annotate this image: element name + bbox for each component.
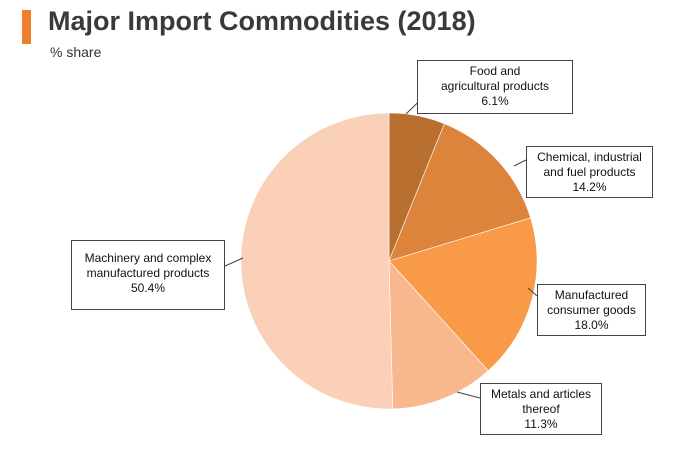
label-metals-line-1: Metals and articles bbox=[490, 387, 592, 401]
label-manufactured: Manufactured consumer goods 18.0% bbox=[537, 284, 646, 336]
leader-line-machinery bbox=[224, 257, 244, 267]
label-chemical-value: 14.2% bbox=[572, 180, 607, 194]
label-manufactured-value: 18.0% bbox=[574, 318, 609, 332]
label-chemical-line-2: and fuel products bbox=[543, 165, 636, 179]
leader-line-manufactured bbox=[527, 287, 538, 297]
pie-slice-machinery bbox=[240, 112, 394, 410]
label-food-line-1: Food and bbox=[469, 64, 521, 78]
label-food-value: 6.1% bbox=[481, 94, 509, 108]
label-machinery-line-1: Machinery and complex bbox=[84, 251, 212, 265]
pie-slice-metals bbox=[388, 260, 489, 410]
label-chemical: Chemical, industrial and fuel products 1… bbox=[526, 146, 653, 198]
label-machinery: Machinery and complex manufactured produ… bbox=[71, 240, 225, 310]
label-food: Food and agricultural products 6.1% bbox=[417, 60, 573, 114]
leader-line-chemical bbox=[513, 159, 527, 167]
label-machinery-line-2: manufactured products bbox=[86, 266, 210, 280]
label-manufactured-line-2: consumer goods bbox=[547, 303, 636, 317]
chart-title: Major Import Commodities (2018) bbox=[48, 6, 476, 36]
label-metals: Metals and articles thereof 11.3% bbox=[480, 383, 602, 435]
label-metals-value: 11.3% bbox=[524, 417, 558, 431]
label-manufactured-line-1: Manufactured bbox=[554, 288, 629, 302]
chart-subtitle: % share bbox=[50, 44, 102, 60]
leader-line-metals bbox=[456, 391, 481, 399]
label-metals-line-2: thereof bbox=[522, 402, 560, 416]
label-food-line-2: agricultural products bbox=[440, 79, 550, 93]
label-chemical-line-1: Chemical, industrial bbox=[537, 150, 642, 164]
pie-slice-chemical bbox=[388, 123, 531, 262]
label-machinery-value: 50.4% bbox=[130, 281, 166, 295]
title-accent-bar bbox=[22, 10, 31, 44]
pie-slice-manufactured bbox=[388, 217, 538, 372]
